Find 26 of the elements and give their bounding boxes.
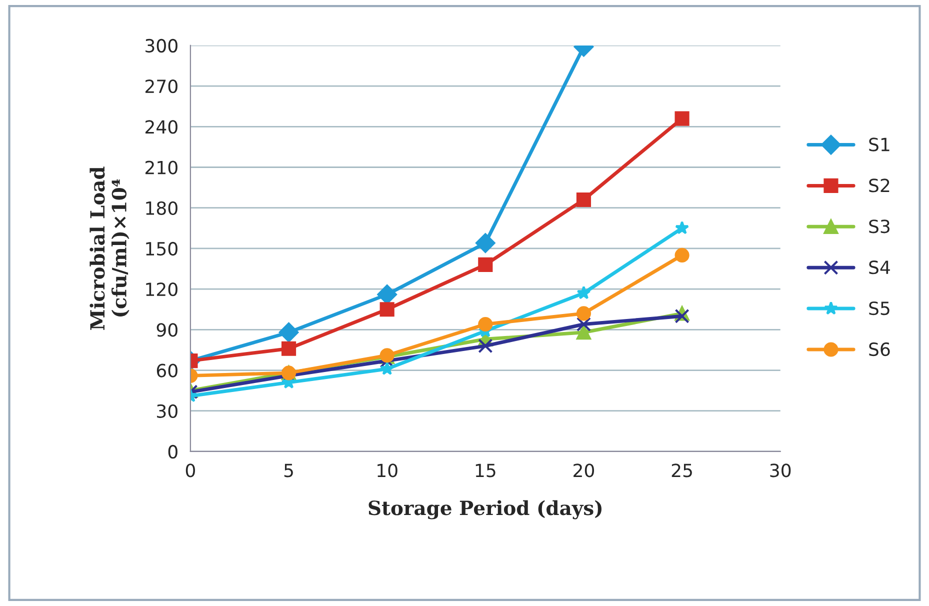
legend-label: S5	[869, 301, 890, 316]
y-axis-title: Microbial Load (cfu/ml)×10⁴	[90, 166, 130, 330]
x-tick-label: 0	[186, 464, 195, 478]
y-tick-label: 0	[168, 444, 178, 459]
y-tick-label: 270	[146, 80, 178, 94]
y-tick-label: 120	[146, 282, 178, 296]
legend-label: S6	[869, 342, 890, 356]
y-tick-label: 150	[146, 242, 178, 256]
legend-label: S4	[869, 260, 890, 274]
legend-label: S1	[869, 138, 890, 152]
x-tick-label: 25	[672, 464, 692, 478]
y-tick-label: 240	[146, 120, 178, 134]
y-tick-label: 60	[156, 364, 178, 378]
x-tick-label: 20	[574, 464, 594, 478]
y-tick-label: 90	[156, 323, 178, 337]
legend-label: S3	[869, 220, 890, 234]
legend-label: S2	[869, 178, 890, 192]
x-tick-label: 30	[770, 464, 791, 478]
y-tick-label: 210	[146, 160, 178, 174]
x-tick-label: 5	[284, 464, 293, 478]
x-axis-title: Storage Period (days)	[368, 500, 602, 520]
x-tick-label: 15	[476, 464, 496, 478]
y-tick-label: 30	[157, 404, 178, 418]
x-tick-label: 10	[378, 464, 398, 478]
y-tick-label: 300	[146, 38, 178, 53]
y-tick-label: 180	[146, 201, 178, 215]
